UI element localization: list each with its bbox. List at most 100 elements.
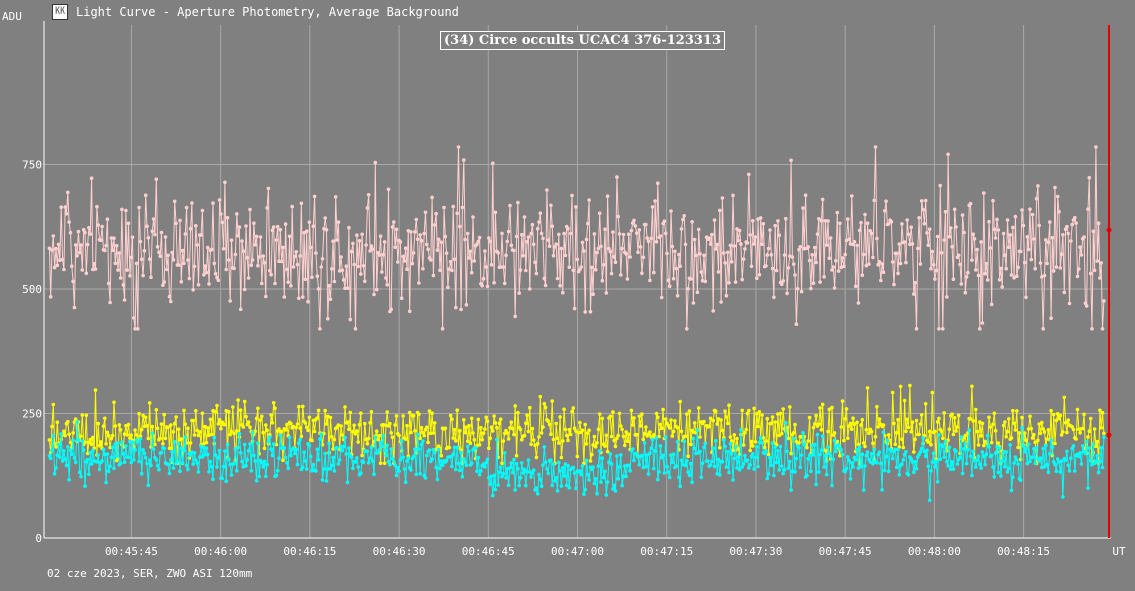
series-2-point: [963, 433, 968, 438]
series-2-point: [110, 433, 115, 438]
series-3-point: [171, 466, 176, 470]
series-3-point: [886, 469, 891, 474]
time-cursor[interactable]: [1106, 25, 1112, 538]
light-curve-app-icon[interactable]: ㏍: [52, 4, 68, 20]
series-2-point: [625, 439, 630, 444]
series-2-point: [896, 417, 900, 422]
series-3-point: [1011, 475, 1015, 480]
series-3-point: [242, 442, 247, 447]
series-3-point: [105, 452, 110, 456]
series-1-point: [369, 244, 374, 248]
series-1-point: [343, 286, 347, 291]
series-3-point: [516, 466, 520, 471]
series-3-point: [225, 442, 230, 447]
series-1-point: [72, 305, 77, 310]
series-2-point: [793, 422, 797, 427]
series-2-point: [543, 405, 548, 410]
series-3-point: [727, 470, 731, 475]
series-1-point: [533, 260, 537, 265]
series-1-point: [917, 216, 921, 220]
series-3-point: [900, 462, 904, 466]
series-2-point: [538, 394, 543, 399]
series-3-point: [421, 439, 425, 443]
x-tick-label: 00:46:15: [283, 545, 336, 558]
series-3-point: [1102, 435, 1106, 440]
series-1-point: [789, 158, 793, 163]
series-3-point: [1065, 449, 1069, 454]
series-3-point: [699, 475, 704, 480]
series-3-point: [617, 465, 622, 469]
series-3-point: [129, 460, 133, 465]
series-1-point: [582, 249, 586, 253]
series-2-point: [575, 454, 580, 459]
series-2-point: [281, 458, 285, 463]
series-3-point: [1090, 463, 1094, 467]
series-3-point: [341, 444, 346, 449]
series-1-point: [817, 217, 821, 221]
series-3-point: [587, 478, 591, 482]
series-1-point: [637, 228, 642, 232]
series-1-point: [202, 273, 206, 277]
series-3-point: [498, 465, 503, 469]
series-3-point: [186, 467, 190, 472]
series-3-point: [963, 442, 968, 446]
series-3-point: [950, 460, 954, 464]
series-1-point: [265, 206, 269, 210]
series-2-point: [864, 427, 869, 432]
series-2-point: [919, 413, 924, 417]
series-1-point: [755, 276, 759, 281]
series-2-point: [1030, 436, 1035, 440]
series-2-point: [574, 429, 578, 433]
series-1-point: [229, 238, 234, 242]
series-2-point: [755, 411, 759, 416]
series-3-point: [1069, 456, 1073, 461]
series-1-point: [1003, 253, 1007, 257]
series-1-point: [328, 297, 333, 302]
series-1-point: [607, 246, 611, 251]
series-3-point: [308, 454, 313, 459]
series-3-point: [1028, 459, 1032, 464]
series-2-point: [525, 413, 529, 418]
series-1-point: [827, 256, 832, 261]
series-2-point: [947, 427, 952, 432]
series-3-point: [597, 449, 602, 453]
series-3-point: [782, 468, 787, 472]
series-2-point: [101, 424, 106, 429]
series-3-point: [335, 446, 339, 450]
series-3-point: [799, 453, 804, 457]
series-1-point: [999, 266, 1003, 271]
series-3-point: [736, 455, 741, 459]
series-3-point: [733, 445, 738, 449]
series-2-point: [154, 408, 159, 412]
series-2-point: [451, 436, 456, 440]
series-3-point: [491, 493, 495, 498]
series-1-point: [467, 256, 471, 260]
series-2-point: [493, 421, 498, 425]
series-2-point: [1095, 439, 1100, 444]
series-2-point: [740, 408, 744, 413]
series-3-point: [938, 457, 942, 462]
series-3-point: [538, 477, 543, 482]
series-3-point: [979, 466, 983, 470]
series-1-point: [1053, 185, 1057, 190]
series-2-point: [528, 405, 532, 410]
series-1-point: [209, 247, 214, 252]
series-1-point: [471, 215, 475, 219]
series-3-point: [557, 460, 561, 465]
series-3-point: [751, 452, 755, 456]
series-1-point: [629, 228, 634, 233]
series-1-point: [253, 243, 257, 247]
series-2-point: [347, 427, 351, 432]
series-3-point: [56, 442, 61, 447]
series-3-point: [904, 450, 908, 454]
series-3-point: [542, 445, 547, 449]
series-2-point: [718, 445, 722, 450]
series-3-point: [184, 463, 189, 468]
series-1-point: [414, 217, 419, 222]
series-3-point: [586, 473, 590, 477]
series-2-point: [147, 401, 152, 405]
series-2-point: [382, 461, 387, 466]
series-1-point: [475, 242, 479, 246]
series-1-point: [240, 239, 244, 243]
series-2-point: [462, 418, 466, 422]
